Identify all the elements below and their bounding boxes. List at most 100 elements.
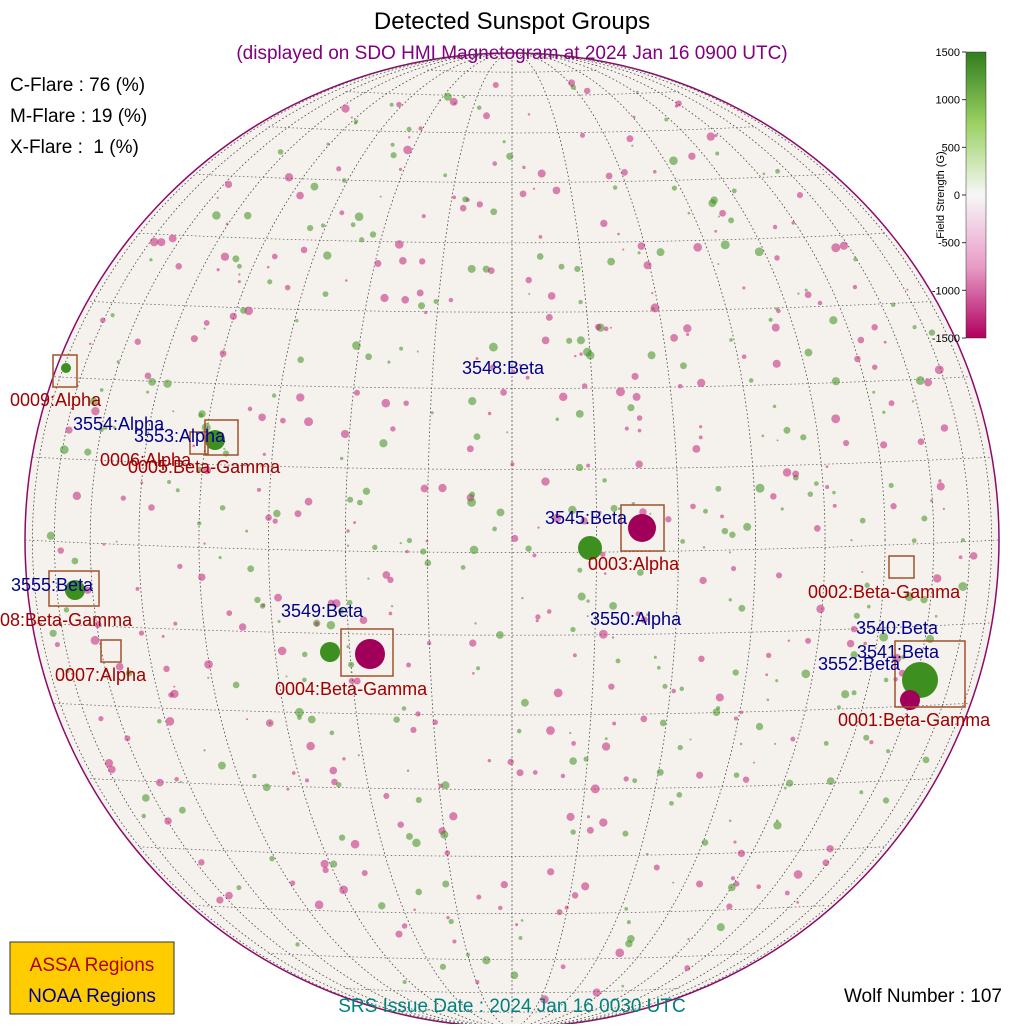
field-patch bbox=[162, 635, 165, 638]
field-patch bbox=[216, 896, 223, 903]
field-patch bbox=[657, 248, 665, 256]
field-patch bbox=[506, 431, 508, 433]
field-patch bbox=[399, 347, 403, 351]
field-patch bbox=[400, 542, 402, 544]
field-patch bbox=[498, 906, 502, 910]
field-patch bbox=[784, 787, 787, 790]
field-patch bbox=[729, 819, 732, 822]
field-patch bbox=[891, 302, 896, 307]
field-patch bbox=[672, 882, 674, 884]
field-patch bbox=[244, 212, 252, 220]
field-patch bbox=[773, 405, 776, 408]
field-patch bbox=[522, 166, 525, 169]
field-patch bbox=[146, 391, 149, 394]
field-patch bbox=[533, 188, 535, 190]
field-patch bbox=[970, 552, 978, 560]
colorbar-tick-label: -500 bbox=[938, 238, 960, 250]
field-patch bbox=[383, 793, 389, 799]
field-patch bbox=[419, 258, 425, 264]
field-patch bbox=[570, 627, 575, 632]
field-patch bbox=[488, 267, 495, 274]
field-patch bbox=[425, 560, 432, 567]
field-patch bbox=[638, 429, 642, 433]
field-patch bbox=[285, 675, 287, 677]
field-patch bbox=[401, 296, 409, 304]
field-patch bbox=[412, 839, 420, 847]
field-patch bbox=[217, 197, 219, 199]
field-patch bbox=[452, 195, 456, 199]
field-patch bbox=[351, 222, 356, 227]
field-patch bbox=[797, 192, 803, 198]
field-patch bbox=[347, 497, 353, 503]
field-patch bbox=[660, 720, 667, 727]
field-patch bbox=[679, 687, 684, 692]
field-patch bbox=[166, 717, 175, 726]
field-patch bbox=[102, 543, 105, 546]
field-patch bbox=[446, 916, 449, 919]
field-patch bbox=[547, 868, 554, 875]
field-patch bbox=[176, 488, 180, 492]
field-patch bbox=[357, 500, 363, 506]
field-patch bbox=[521, 699, 529, 707]
wolf-number: Wolf Number : 107 bbox=[844, 986, 1002, 1007]
field-patch bbox=[621, 169, 628, 176]
field-patch bbox=[142, 794, 150, 802]
field-patch bbox=[440, 964, 446, 970]
subtitle: (displayed on SDO HMI Magnetogram at 202… bbox=[236, 43, 787, 64]
field-patch bbox=[814, 481, 819, 486]
field-patch bbox=[729, 598, 732, 601]
field-patch bbox=[767, 699, 770, 702]
field-patch bbox=[391, 143, 395, 147]
field-patch bbox=[720, 515, 724, 519]
field-patch bbox=[47, 532, 55, 540]
field-patch bbox=[417, 290, 424, 297]
field-patch bbox=[323, 251, 331, 259]
field-patch bbox=[391, 605, 393, 607]
field-patch bbox=[627, 135, 634, 142]
field-patch bbox=[880, 441, 887, 448]
field-patch bbox=[148, 378, 156, 386]
field-patch bbox=[566, 338, 572, 344]
field-patch bbox=[861, 571, 863, 573]
field-patch bbox=[587, 827, 594, 834]
field-patch bbox=[218, 762, 226, 770]
field-patch bbox=[173, 622, 177, 626]
field-patch bbox=[219, 556, 222, 559]
field-patch bbox=[449, 298, 453, 302]
field-patch bbox=[832, 491, 835, 494]
field-patch bbox=[863, 735, 869, 741]
field-patch bbox=[116, 541, 118, 543]
field-patch bbox=[352, 341, 361, 350]
field-patch bbox=[223, 448, 225, 450]
field-patch bbox=[252, 774, 256, 778]
field-patch bbox=[438, 484, 446, 492]
field-patch bbox=[571, 741, 576, 746]
field-patch bbox=[60, 445, 69, 454]
field-patch bbox=[340, 457, 343, 460]
field-patch bbox=[290, 880, 295, 885]
field-patch bbox=[719, 210, 726, 217]
field-patch bbox=[339, 210, 344, 215]
field-patch bbox=[272, 254, 278, 260]
field-patch bbox=[696, 772, 703, 779]
field-patch bbox=[738, 850, 745, 857]
field-patch bbox=[367, 577, 369, 579]
field-patch bbox=[538, 169, 546, 177]
field-patch bbox=[677, 792, 683, 798]
field-patch bbox=[467, 445, 474, 452]
field-patch bbox=[651, 303, 660, 312]
field-patch bbox=[707, 132, 715, 140]
field-patch bbox=[440, 831, 448, 839]
field-patch bbox=[476, 666, 480, 670]
sunspot bbox=[61, 363, 71, 373]
field-patch bbox=[351, 116, 353, 118]
field-patch bbox=[286, 788, 289, 791]
field-patch bbox=[743, 776, 749, 782]
field-patch bbox=[226, 223, 229, 226]
field-patch bbox=[345, 279, 348, 282]
field-patch bbox=[766, 653, 771, 658]
field-patch bbox=[267, 266, 270, 269]
field-patch bbox=[399, 168, 402, 171]
field-patch bbox=[568, 79, 575, 86]
field-patch bbox=[342, 178, 347, 183]
